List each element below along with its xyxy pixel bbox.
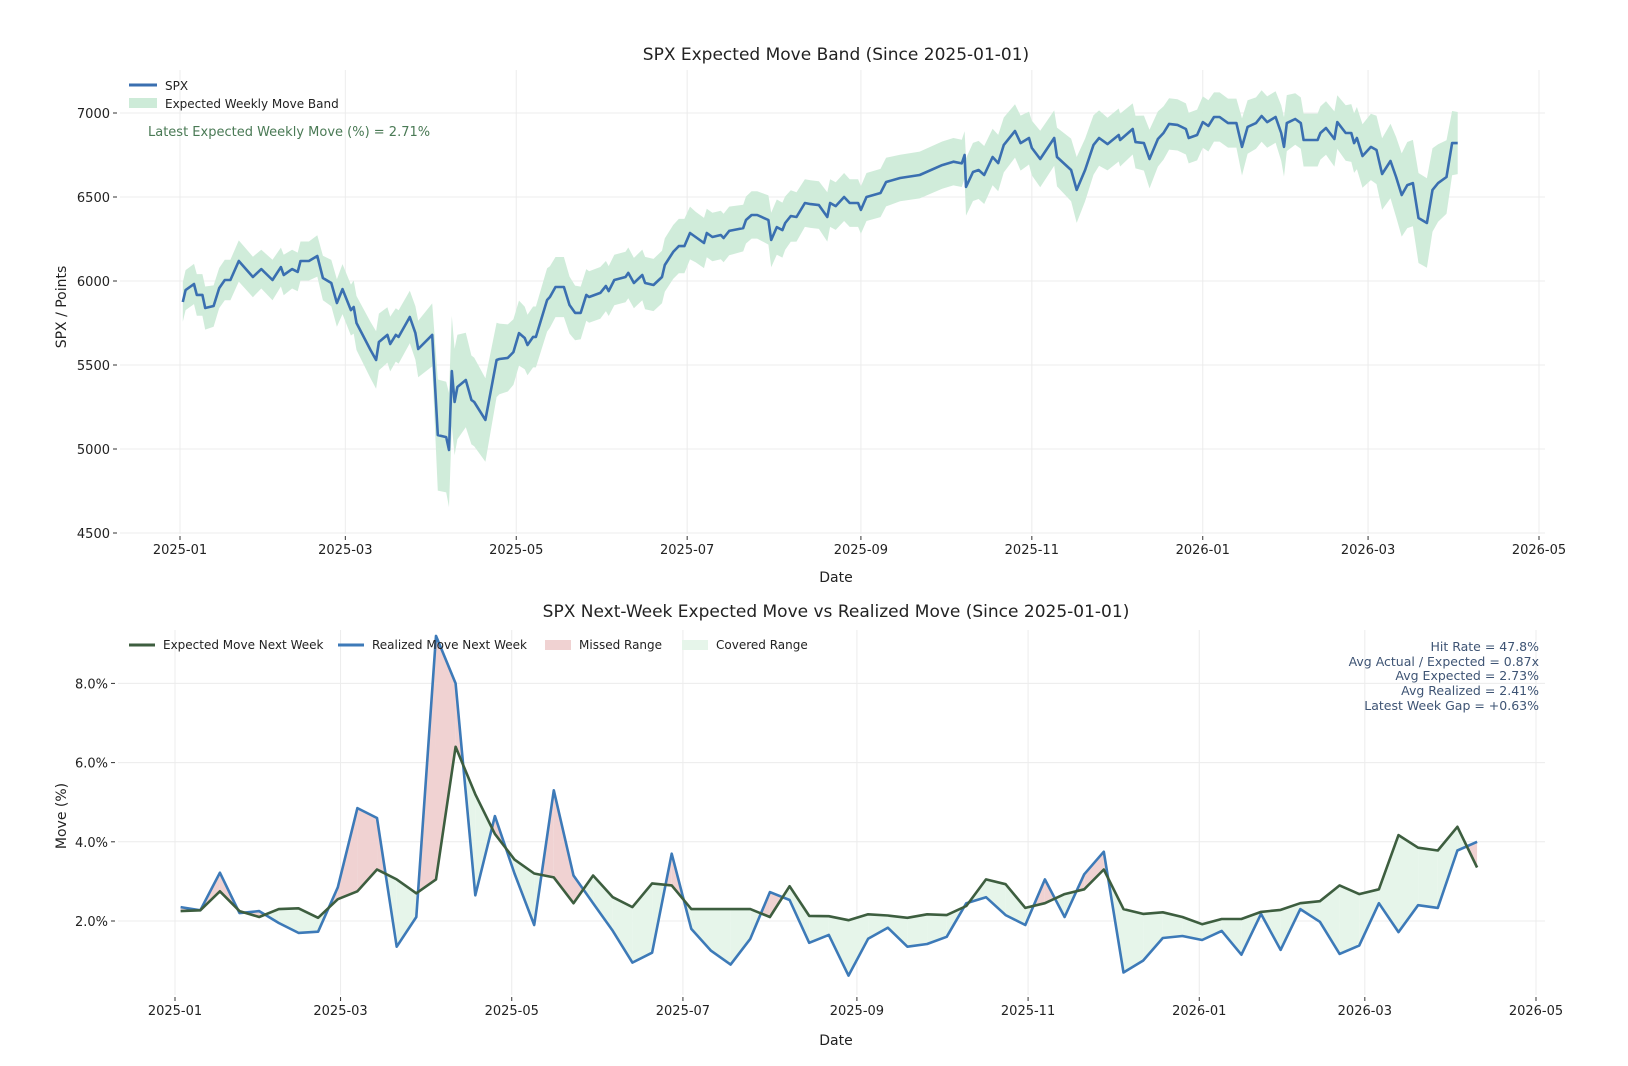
bottom-y-tick-label: 4.0% bbox=[75, 836, 108, 851]
covered-range-segment bbox=[1418, 848, 1438, 908]
top-x-tick-label: 2025-05 bbox=[489, 543, 543, 558]
bottom-y-ticks: 2.0% 4.0% 6.0% 8.0% bbox=[75, 677, 115, 930]
expected-move-band bbox=[183, 90, 1458, 507]
top-line-layer bbox=[183, 116, 1458, 450]
stat-latest-gap: Latest Week Gap = +0.63% bbox=[1364, 698, 1539, 713]
bottom-y-tick-label: 2.0% bbox=[75, 915, 108, 930]
top-x-tick-label: 2026-01 bbox=[1176, 543, 1230, 558]
covered-range-segment bbox=[907, 914, 927, 946]
legend-missed-label: Missed Range bbox=[579, 638, 662, 652]
top-x-tick-label: 2025-11 bbox=[1005, 543, 1059, 558]
bottom-chart: SPX Next-Week Expected Move vs Realized … bbox=[54, 602, 1563, 1049]
stat-avg-realized: Avg Realized = 2.41% bbox=[1401, 683, 1539, 698]
covered-range-segment bbox=[1340, 885, 1360, 954]
covered-range-segment bbox=[868, 914, 888, 939]
covered-range-segment bbox=[593, 875, 613, 930]
stat-hit-rate: Hit Rate = 47.8% bbox=[1430, 639, 1539, 654]
legend-covered-label: Covered Range bbox=[716, 638, 808, 652]
legend-spx-label: SPX bbox=[165, 79, 188, 93]
bottom-x-tick-label: 2025-03 bbox=[313, 1004, 367, 1019]
covered-range-segment bbox=[1320, 885, 1340, 954]
bottom-y-axis-label: Move (%) bbox=[54, 783, 70, 849]
top-y-axis-label: SPX / Points bbox=[54, 266, 70, 349]
top-y-tick-label: 6500 bbox=[77, 191, 110, 206]
stats-box: Hit Rate = 47.8% Avg Actual / Expected =… bbox=[1349, 639, 1540, 713]
bottom-x-tick-label: 2026-03 bbox=[1338, 1004, 1392, 1019]
top-legend: SPX Expected Weekly Move Band bbox=[129, 79, 339, 111]
legend-band-swatch bbox=[129, 98, 157, 108]
top-x-tick-label: 2025-01 bbox=[153, 543, 207, 558]
stat-avg-expected: Avg Expected = 2.73% bbox=[1395, 668, 1539, 683]
legend-realized-label: Realized Move Next Week bbox=[372, 638, 527, 652]
stat-avg-ratio: Avg Actual / Expected = 0.87x bbox=[1349, 654, 1539, 669]
top-band-layer bbox=[183, 90, 1458, 507]
bottom-chart-title: SPX Next-Week Expected Move vs Realized … bbox=[543, 602, 1130, 622]
top-chart-title: SPX Expected Move Band (Since 2025-01-01… bbox=[643, 45, 1029, 65]
bottom-legend: Expected Move Next Week Realized Move Ne… bbox=[129, 638, 808, 652]
covered-range-segment bbox=[691, 909, 711, 951]
top-y-tick-label: 7000 bbox=[77, 107, 110, 122]
top-x-tick-label: 2026-03 bbox=[1341, 543, 1395, 558]
bottom-x-tick-label: 2026-01 bbox=[1172, 1004, 1226, 1019]
top-x-tick-label: 2026-05 bbox=[1512, 543, 1566, 558]
legend-expected-label: Expected Move Next Week bbox=[163, 638, 323, 652]
top-y-tick-label: 5500 bbox=[77, 359, 110, 374]
legend-band-label: Expected Weekly Move Band bbox=[165, 97, 339, 111]
top-y-tick-label: 6000 bbox=[77, 275, 110, 290]
top-x-ticks: 2025-01 2025-03 2025-05 2025-07 2025-09 2025-… bbox=[153, 536, 1566, 558]
top-y-tick-label: 5000 bbox=[77, 443, 110, 458]
top-chart: SPX Expected Move Band (Since 2025-01-01… bbox=[54, 45, 1566, 586]
bottom-x-tick-label: 2026-05 bbox=[1509, 1004, 1563, 1019]
top-x-tick-label: 2025-09 bbox=[834, 543, 888, 558]
bottom-y-tick-label: 8.0% bbox=[75, 677, 108, 692]
bottom-x-tick-label: 2025-11 bbox=[1001, 1004, 1055, 1019]
legend-missed-swatch bbox=[545, 640, 571, 650]
top-y-tick-label: 4500 bbox=[77, 527, 110, 542]
legend-covered-swatch bbox=[682, 640, 708, 650]
top-x-tick-label: 2025-07 bbox=[660, 543, 714, 558]
top-x-axis-label: Date bbox=[819, 570, 852, 586]
spx-line bbox=[183, 116, 1458, 450]
bottom-x-ticks: 2025-01 2025-03 2025-05 2025-07 2025-09 2025-… bbox=[148, 997, 1563, 1019]
bottom-x-axis-label: Date bbox=[819, 1033, 852, 1049]
bottom-x-tick-label: 2025-07 bbox=[656, 1004, 710, 1019]
top-y-ticks: 4500 5000 5500 6000 6500 7000 bbox=[77, 107, 117, 542]
covered-range-segment bbox=[1143, 912, 1163, 960]
bottom-fill-layer bbox=[181, 636, 1477, 976]
bottom-x-tick-label: 2025-01 bbox=[148, 1004, 202, 1019]
covered-range-segment bbox=[397, 879, 417, 946]
top-x-tick-label: 2025-03 bbox=[318, 543, 372, 558]
missed-range-segment bbox=[436, 636, 456, 880]
latest-expected-move-annotation: Latest Expected Weekly Move (%) = 2.71% bbox=[148, 125, 430, 140]
bottom-x-tick-label: 2025-09 bbox=[830, 1004, 884, 1019]
bottom-y-tick-label: 6.0% bbox=[75, 757, 108, 772]
covered-range-segment bbox=[731, 909, 751, 964]
bottom-x-tick-label: 2025-05 bbox=[485, 1004, 539, 1019]
